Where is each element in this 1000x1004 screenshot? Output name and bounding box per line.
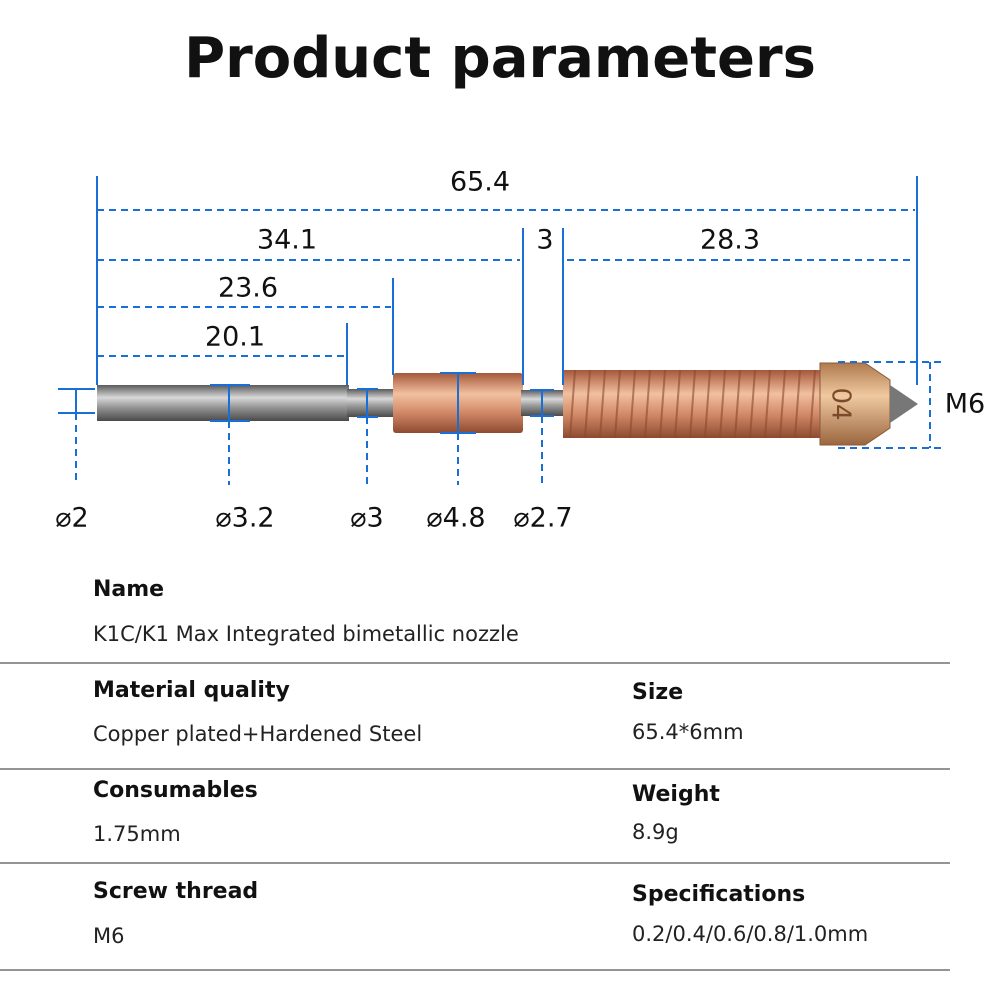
length-label: 20.1 — [205, 322, 265, 353]
length-label: 3 — [536, 225, 553, 256]
diameter-label: ⌀3.2 — [215, 503, 274, 534]
length-label: 23.6 — [218, 273, 278, 304]
length-label: 28.3 — [700, 225, 760, 256]
diameter-label: ⌀4.8 — [426, 503, 485, 534]
spec-value: 65.4*6mm — [632, 720, 744, 744]
spec-label: Consumables — [93, 778, 258, 803]
spec-value: 1.75mm — [93, 822, 181, 846]
spec-value: K1C/K1 Max Integrated bimetallic nozzle — [93, 622, 519, 646]
spec-label: Name — [93, 577, 164, 602]
spec-label: Material quality — [93, 678, 290, 703]
spec-label: Screw thread — [93, 879, 258, 904]
length-label: 65.4 — [450, 167, 510, 198]
dimension-lines — [58, 176, 945, 485]
spec-value: 0.2/0.4/0.6/0.8/1.0mm — [632, 922, 868, 946]
spec-value: Copper plated+Hardened Steel — [93, 722, 422, 746]
thread-label: M6 — [945, 389, 985, 420]
length-label: 34.1 — [257, 225, 317, 256]
spec-label: Weight — [632, 782, 720, 807]
spec-label: Size — [632, 680, 683, 705]
nozzle-drawing: 04 — [97, 362, 918, 446]
row-dividers — [0, 662, 950, 971]
spec-value: 8.9g — [632, 820, 679, 844]
title: Product parameters — [184, 26, 816, 91]
nozzle-marking: 04 — [826, 387, 856, 420]
diameter-label: ⌀3 — [350, 503, 383, 534]
diameter-label: ⌀2.7 — [513, 503, 572, 534]
spec-value: M6 — [93, 924, 124, 948]
spec-label: Specifications — [632, 882, 805, 907]
diameter-label: ⌀2 — [55, 503, 88, 534]
